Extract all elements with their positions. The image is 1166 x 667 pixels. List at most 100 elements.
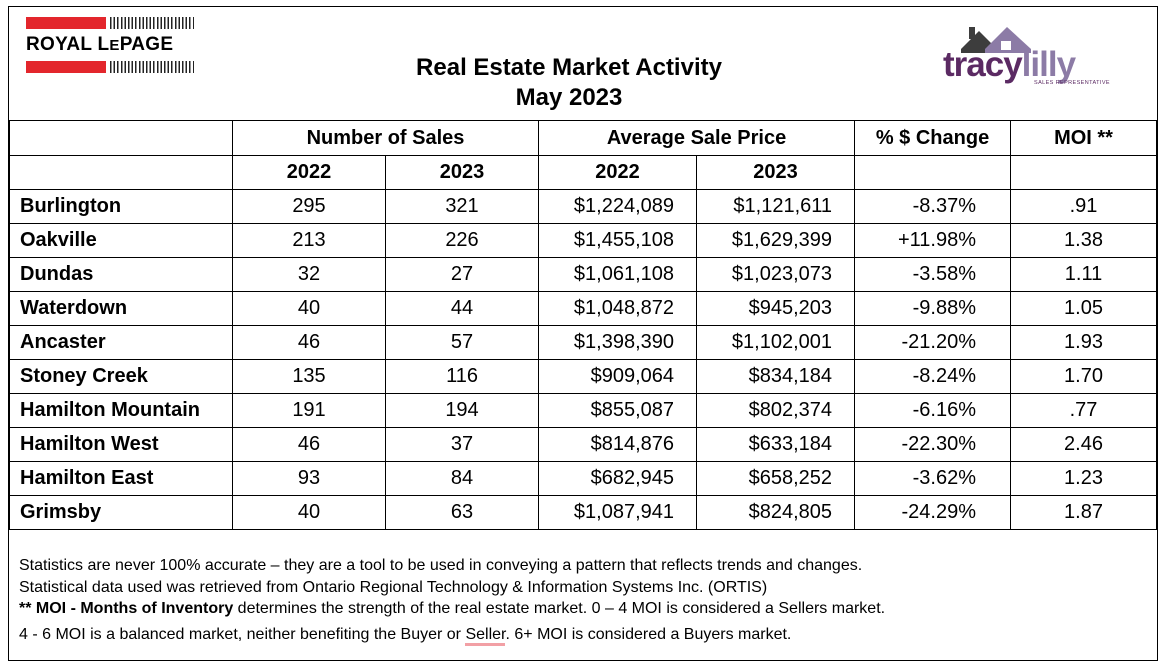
table-row: Stoney Creek 135 116 $909,064 $834,184 -… (9, 359, 1158, 394)
sales-2023-cell: 321 (384, 189, 540, 224)
area-name-cell: Oakville (9, 223, 233, 258)
moi-cell: .91 (1010, 189, 1158, 224)
price-2022-cell: $1,224,089 (538, 189, 698, 224)
market-activity-table: Number of Sales Average Sale Price % $ C… (9, 120, 1158, 530)
footnote-moi-ranges: 4 - 6 MOI is a balanced market, neither … (19, 624, 1149, 646)
percent-change-cell: -3.62% (854, 461, 1012, 496)
sales-2023-cell: 116 (384, 359, 540, 394)
moi-cell: 2.46 (1010, 427, 1158, 462)
tracylilly-logo: tracylilly SALES REPRESENTATIVE (939, 23, 1119, 95)
price-2023-cell: $658,252 (696, 461, 856, 496)
sales-2022-cell: 40 (232, 291, 386, 326)
percent-change-cell: +11.98% (854, 223, 1012, 258)
percent-change-cell: -22.30% (854, 427, 1012, 462)
area-name-cell: Hamilton West (9, 427, 233, 462)
logo-barcode-lines-bottom (110, 61, 194, 73)
sales-2023-cell: 84 (384, 461, 540, 496)
header-price-2022: 2022 (538, 155, 698, 190)
price-2022-cell: $682,945 (538, 461, 698, 496)
moi-cell: 1.11 (1010, 257, 1158, 292)
header-moi: MOI ** (1010, 120, 1158, 156)
sales-2023-cell: 44 (384, 291, 540, 326)
table-row: Grimsby 40 63 $1,087,941 $824,805 -24.29… (9, 495, 1158, 530)
price-2022-cell: $909,064 (538, 359, 698, 394)
empty-header-cell (1010, 155, 1158, 190)
document-header: ROYAL LEPAGE Real Estate Market Activity… (9, 7, 1157, 121)
seller-word: Seller (465, 625, 506, 646)
moi-cell: 1.38 (1010, 223, 1158, 258)
moi-cell: .77 (1010, 393, 1158, 428)
price-2022-cell: $855,087 (538, 393, 698, 428)
footnote-source: Statistical data used was retrieved from… (19, 578, 768, 596)
table-row: Hamilton East 93 84 $682,945 $658,252 -3… (9, 461, 1158, 496)
moi-cell: 1.87 (1010, 495, 1158, 530)
table-row: Waterdown 40 44 $1,048,872 $945,203 -9.8… (9, 291, 1158, 326)
logo-barcode-lines-top (110, 17, 194, 29)
percent-change-cell: -3.58% (854, 257, 1012, 292)
price-2022-cell: $1,455,108 (538, 223, 698, 258)
footnotes: Statistics are never 100% accurate – the… (19, 555, 1149, 646)
logo-red-bar-top (26, 17, 106, 29)
sales-2023-cell: 27 (384, 257, 540, 292)
price-2023-cell: $824,805 (696, 495, 856, 530)
tracylilly-subtitle: SALES REPRESENTATIVE (1034, 80, 1110, 86)
area-name-cell: Hamilton Mountain (9, 393, 233, 428)
royal-lepage-wordmark: ROYAL LEPAGE (26, 34, 174, 55)
tracylilly-wordmark: tracylilly (943, 45, 1076, 84)
header-number-of-sales: Number of Sales (231, 120, 540, 156)
report-title: Real Estate Market Activity May 2023 (379, 53, 759, 113)
group-header-row: Number of Sales Average Sale Price % $ C… (9, 120, 1158, 156)
table-row: Ancaster 46 57 $1,398,390 $1,102,001 -21… (9, 325, 1158, 360)
year-header-row: 2022 2023 2022 2023 (9, 155, 1158, 190)
price-2023-cell: $834,184 (696, 359, 856, 394)
header-price-2023: 2023 (696, 155, 856, 190)
area-name-cell: Burlington (9, 189, 233, 224)
price-2023-cell: $802,374 (696, 393, 856, 428)
empty-header-cell (9, 120, 233, 156)
price-2023-cell: $945,203 (696, 291, 856, 326)
sales-2023-cell: 63 (384, 495, 540, 530)
moi-cell: 1.70 (1010, 359, 1158, 394)
document-page: ROYAL LEPAGE Real Estate Market Activity… (8, 6, 1158, 661)
price-2023-cell: $1,121,611 (696, 189, 856, 224)
price-2023-cell: $1,629,399 (696, 223, 856, 258)
table-row: Dundas 32 27 $1,061,108 $1,023,073 -3.58… (9, 257, 1158, 292)
price-2022-cell: $1,087,941 (538, 495, 698, 530)
moi-term: ** MOI - Months of Inventory (19, 600, 234, 617)
empty-header-cell (9, 155, 233, 190)
footnote-accuracy: Statistics are never 100% accurate – the… (19, 557, 863, 574)
title-line-2: May 2023 (515, 84, 623, 111)
table-row: Hamilton West 46 37 $814,876 $633,184 -2… (9, 427, 1158, 462)
sales-2022-cell: 93 (232, 461, 386, 496)
percent-change-cell: -9.88% (854, 291, 1012, 326)
header-sales-2023: 2023 (384, 155, 540, 190)
logo-red-bar-bottom (26, 61, 106, 73)
sales-2022-cell: 295 (232, 189, 386, 224)
header-sales-2022: 2022 (232, 155, 386, 190)
area-name-cell: Waterdown (9, 291, 233, 326)
sales-2023-cell: 194 (384, 393, 540, 428)
percent-change-cell: -8.24% (854, 359, 1012, 394)
sales-2022-cell: 40 (232, 495, 386, 530)
header-percent-change: % $ Change (854, 120, 1012, 156)
table-row: Burlington 295 321 $1,224,089 $1,121,611… (9, 189, 1158, 224)
area-name-cell: Ancaster (9, 325, 233, 360)
sales-2022-cell: 46 (232, 427, 386, 462)
price-2022-cell: $1,061,108 (538, 257, 698, 292)
sales-2022-cell: 213 (232, 223, 386, 258)
footnote-moi-definition: ** MOI - Months of Inventory determines … (19, 600, 886, 617)
area-name-cell: Hamilton East (9, 461, 233, 496)
title-line-1: Real Estate Market Activity (416, 54, 722, 81)
price-2023-cell: $1,023,073 (696, 257, 856, 292)
moi-cell: 1.93 (1010, 325, 1158, 360)
percent-change-cell: -21.20% (854, 325, 1012, 360)
header-average-sale-price: Average Sale Price (538, 120, 856, 156)
area-name-cell: Stoney Creek (9, 359, 233, 394)
royal-lepage-logo: ROYAL LEPAGE (26, 17, 196, 75)
sales-2023-cell: 226 (384, 223, 540, 258)
sales-2023-cell: 57 (384, 325, 540, 360)
sales-2022-cell: 32 (232, 257, 386, 292)
percent-change-cell: -24.29% (854, 495, 1012, 530)
table-row: Oakville 213 226 $1,455,108 $1,629,399 +… (9, 223, 1158, 258)
house-roofs-icon (961, 27, 1031, 53)
